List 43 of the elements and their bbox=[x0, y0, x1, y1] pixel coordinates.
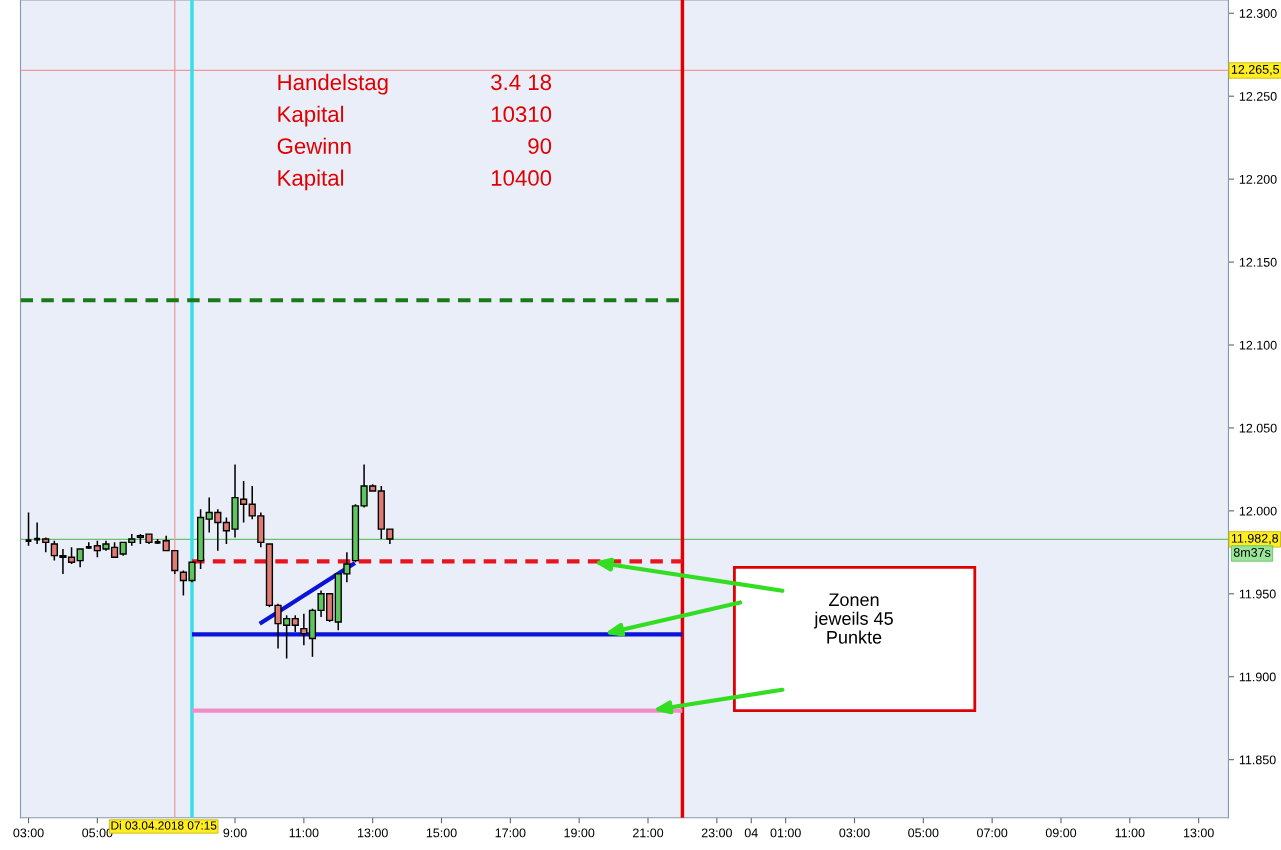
y-tick-label: 11.950 bbox=[1239, 589, 1276, 599]
x-tick-label: 03:00 bbox=[839, 828, 870, 838]
annotation: 3.4 18 bbox=[491, 74, 552, 91]
y-tick-label: 12.100 bbox=[1239, 340, 1277, 350]
x-tick-label: 04 bbox=[744, 828, 758, 838]
annotation: 10310 bbox=[491, 106, 552, 123]
x-tick-label: 09:00 bbox=[1045, 828, 1077, 838]
x-tick-label: 07:00 bbox=[977, 828, 1008, 838]
y-tick-label: 12.200 bbox=[1239, 174, 1277, 184]
annotation: 10400 bbox=[491, 170, 552, 186]
y-tick-label: 12.150 bbox=[1239, 257, 1277, 267]
annotation: Gewinn bbox=[277, 137, 351, 154]
x-tick-label: 15:00 bbox=[426, 828, 457, 838]
y-tick-label: 12.250 bbox=[1239, 92, 1277, 101]
x-tick-label: 05:00 bbox=[908, 828, 939, 838]
x-tick-label: 13:00 bbox=[1183, 828, 1214, 838]
x-tick-label: 11:00 bbox=[1115, 828, 1145, 838]
annotation: Handelstag bbox=[278, 73, 388, 95]
x-tick-label: 03:00 bbox=[13, 828, 44, 838]
annotation: Zonen jeweils 45 Punkte bbox=[813, 593, 893, 644]
x-tick-label: 13:00 bbox=[358, 828, 388, 838]
y-tick-label: 12.050 bbox=[1239, 423, 1277, 433]
ref-line-label: Di 03.04.2018 07:15 bbox=[111, 820, 217, 830]
x-tick-label: 21:00 bbox=[632, 828, 664, 838]
annotation: Kapital bbox=[278, 169, 344, 191]
y-tick-label: 11.900 bbox=[1239, 672, 1276, 682]
x-tick-label: 23:00 bbox=[701, 828, 732, 838]
ref-line-label: 12.265,5 bbox=[1231, 65, 1280, 76]
y-tick-label: 12.300 bbox=[1239, 9, 1277, 18]
annotation: Kapital bbox=[278, 105, 344, 127]
x-tick-label: 19:00 bbox=[564, 828, 595, 838]
candlestick bbox=[76, 548, 84, 569]
y-tick-label: 11.850 bbox=[1239, 755, 1276, 765]
x-tick-label: 11:00 bbox=[289, 828, 319, 838]
annotation: 90 bbox=[528, 138, 552, 154]
y-tick-label: 12.000 bbox=[1239, 506, 1277, 516]
x-tick-label: 17:00 bbox=[495, 828, 526, 838]
text: 8m37s bbox=[1233, 548, 1271, 557]
x-tick-label: 9:00 bbox=[223, 828, 247, 838]
ref-line-label: 11.982,8 bbox=[1231, 533, 1279, 545]
candlestick bbox=[300, 612, 308, 646]
x-tick-label: 01:00 bbox=[770, 828, 801, 838]
candlestick bbox=[24, 511, 33, 547]
